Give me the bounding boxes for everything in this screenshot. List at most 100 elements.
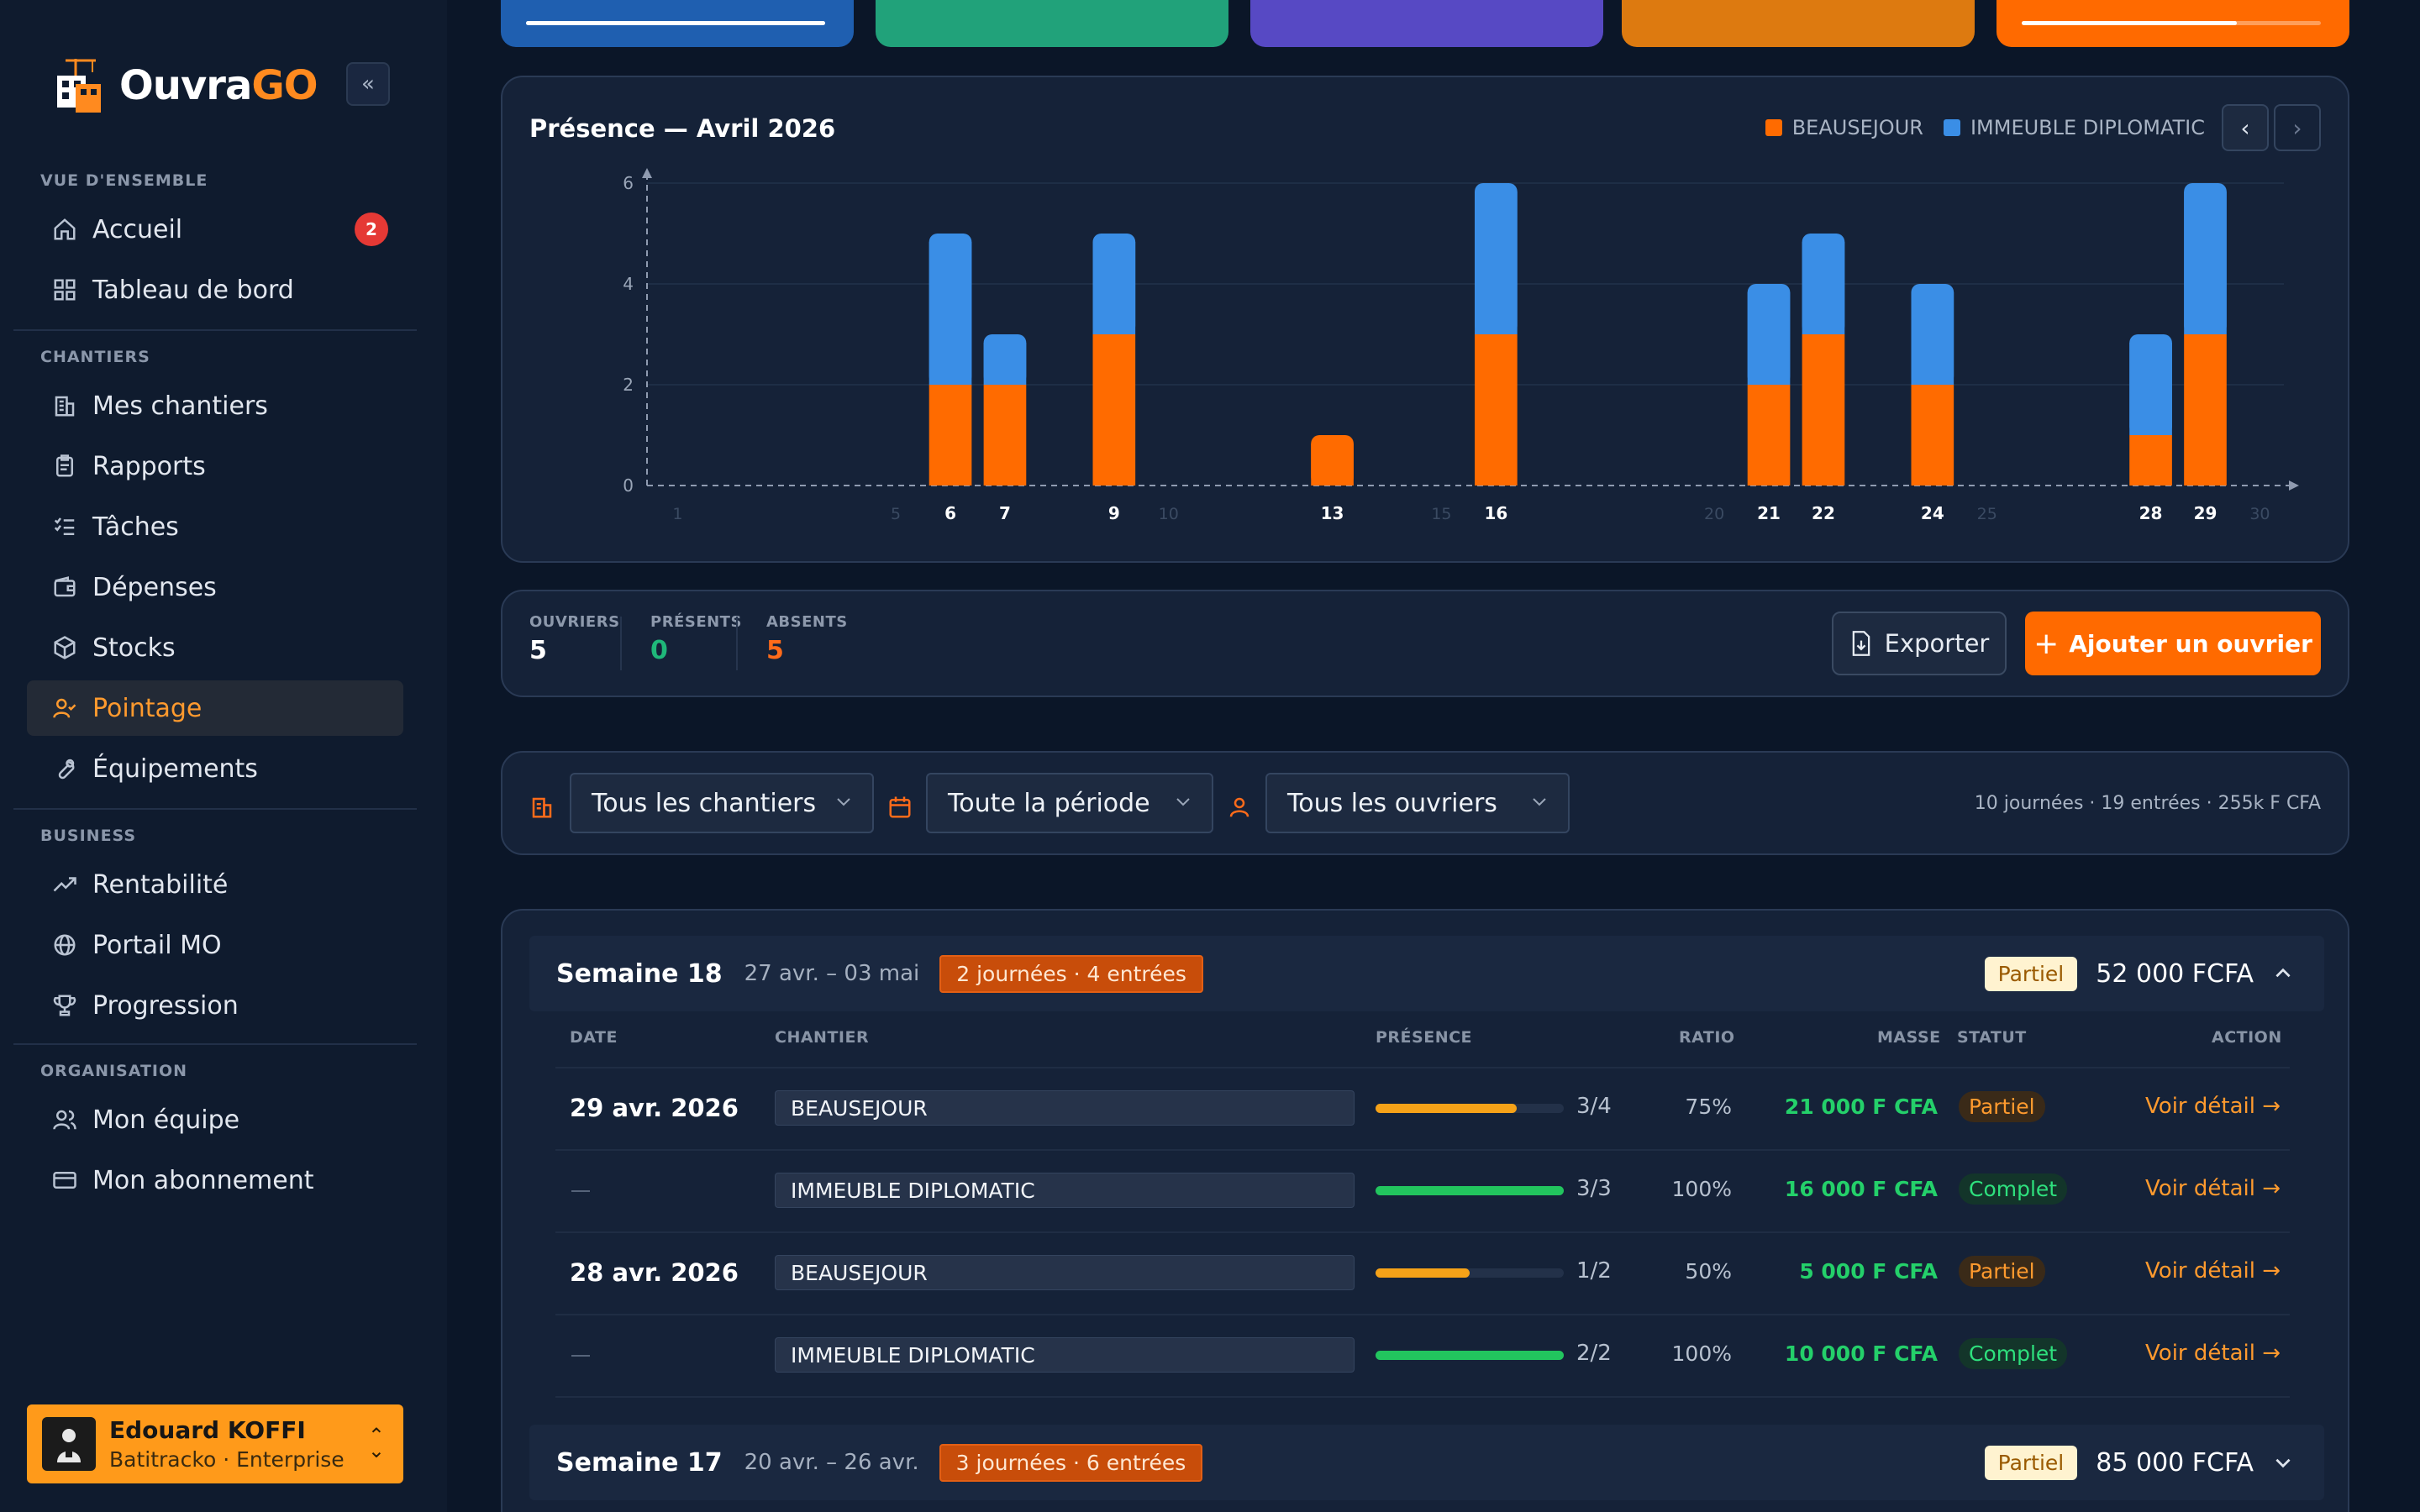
kpi-card[interactable] xyxy=(501,0,854,47)
sidebar-item-mes-chantiers[interactable]: Mes chantiers xyxy=(27,378,403,433)
x-tick-label: 21 xyxy=(1757,503,1781,523)
cell-chantier: BEAUSEJOUR xyxy=(775,1255,1355,1290)
view-detail-link[interactable]: Voir détail → xyxy=(2145,1094,2281,1119)
home-icon xyxy=(52,217,77,242)
clipboard-icon xyxy=(52,454,77,479)
cell-presence-fraction: 2/2 xyxy=(1576,1341,1612,1366)
avatar xyxy=(42,1417,96,1471)
sidebar-divider xyxy=(13,329,417,331)
week-title: Semaine 17 xyxy=(556,1447,723,1478)
y-tick-label: 6 xyxy=(623,173,634,193)
x-tick-label: 6 xyxy=(944,503,956,523)
sidebar-item-pointage[interactable]: Pointage xyxy=(27,680,403,736)
cell-ratio: 50% xyxy=(1685,1259,1732,1284)
sidebar-item-depenses[interactable]: Dépenses xyxy=(27,559,403,615)
sidebar-item-label: Pointage xyxy=(92,693,203,723)
nav-section-business: BUSINESS Rentabilité Portail MO Progress… xyxy=(13,827,417,1038)
nav-section-title: VUE D'ENSEMBLE xyxy=(40,171,208,190)
bar-segment xyxy=(1802,334,1845,486)
sidebar-item-equipements[interactable]: Équipements xyxy=(27,741,403,796)
presence-bar xyxy=(1376,1268,1564,1278)
sidebar-item-portail-mo[interactable]: Portail MO xyxy=(27,917,403,973)
chevron-down-icon xyxy=(1533,798,1546,806)
y-tick-label: 4 xyxy=(623,274,634,294)
kpi-card[interactable] xyxy=(1250,0,1603,47)
x-tick-label: 15 xyxy=(1431,505,1451,523)
cell-presence-fraction: 1/2 xyxy=(1576,1258,1612,1284)
week-status-badge: Partiel xyxy=(1984,1445,2078,1480)
plus-icon: + xyxy=(2033,626,2060,661)
nav-section-title: BUSINESS xyxy=(40,827,137,845)
legend-label: IMMEUBLE DIPLOMATIC xyxy=(1970,116,2205,139)
export-button[interactable]: Exporter xyxy=(1832,612,2007,675)
sidebar-item-mon-abonnement[interactable]: Mon abonnement xyxy=(27,1152,403,1208)
chart-prev-month-button[interactable]: ‹ xyxy=(2222,104,2269,151)
filter-summary: 10 journées · 19 entrées · 255k F CFA xyxy=(1974,793,2321,814)
view-detail-link[interactable]: Voir détail → xyxy=(2145,1341,2281,1366)
app-logo[interactable]: OuvraGO xyxy=(50,54,318,118)
week-header-right: Partiel 52 000 FCFA xyxy=(1984,956,2294,991)
sidebar: OuvraGO « VUE D'ENSEMBLE Accueil 2 Table… xyxy=(0,0,447,1512)
stat-value: 0 xyxy=(650,636,668,665)
stat-value: 5 xyxy=(766,636,784,665)
row-divider xyxy=(555,1396,2290,1398)
chevron-right-icon: › xyxy=(2292,113,2302,142)
nav-section-overview: VUE D'ENSEMBLE Accueil 2 Tableau de bord xyxy=(13,171,417,323)
dashboard-icon xyxy=(52,277,77,302)
stat-presents: PRÉSENTS 0 xyxy=(650,613,742,665)
legend-label: BEAUSEJOUR xyxy=(1791,116,1923,139)
week-title: Semaine 18 xyxy=(556,958,723,989)
add-worker-button[interactable]: + Ajouter un ouvrier xyxy=(2025,612,2321,675)
presence-bar-fill xyxy=(1376,1104,1517,1113)
user-account-switcher[interactable]: Edouard KOFFI Batitracko · Enterprise ⌃ ⌄ xyxy=(27,1404,403,1483)
cell-presence-fraction: 3/4 xyxy=(1576,1094,1612,1119)
sidebar-item-progression[interactable]: Progression xyxy=(27,978,403,1033)
week-header-17[interactable]: Semaine 17 20 avr. – 26 avr. 3 journées … xyxy=(529,1425,2324,1500)
sidebar-item-rapports[interactable]: Rapports xyxy=(27,438,403,494)
sidebar-item-mon-equipe[interactable]: Mon équipe xyxy=(27,1092,403,1147)
column-header-statut: STATUT xyxy=(1957,1028,2027,1047)
checklist-icon xyxy=(52,514,77,539)
sidebar-item-accueil[interactable]: Accueil 2 xyxy=(27,202,403,257)
logo-building-icon xyxy=(50,54,109,118)
period-filter-select[interactable]: Toute la période xyxy=(926,773,1213,833)
kpi-card[interactable] xyxy=(876,0,1228,47)
attendance-table-card: Semaine 18 27 avr. – 03 mai 2 journées ·… xyxy=(501,909,2349,1512)
x-tick-label: 13 xyxy=(1321,503,1344,523)
bar-segment-fill xyxy=(2129,343,2172,435)
week-header-18[interactable]: Semaine 18 27 avr. – 03 mai 2 journées ·… xyxy=(529,936,2324,1011)
nav-section-title: ORGANISATION xyxy=(40,1062,188,1080)
chevron-up-icon[interactable] xyxy=(2272,963,2294,984)
bar-segment-fill xyxy=(929,242,972,385)
x-tick-label: 5 xyxy=(891,505,901,523)
sidebar-item-stocks[interactable]: Stocks xyxy=(27,620,403,675)
y-axis-arrow xyxy=(642,168,652,178)
view-detail-link[interactable]: Voir détail → xyxy=(2145,1176,2281,1201)
sidebar-item-label: Mes chantiers xyxy=(92,391,268,421)
chart-next-month-button[interactable]: › xyxy=(2274,104,2321,151)
sidebar-divider xyxy=(13,1043,417,1045)
cell-ratio: 75% xyxy=(1685,1095,1732,1119)
bar-segment-fill xyxy=(1747,292,1791,385)
chevron-down-icon[interactable] xyxy=(2272,1452,2294,1473)
sidebar-item-tableau-de-bord[interactable]: Tableau de bord xyxy=(27,262,403,318)
cell-chantier: IMMEUBLE DIPLOMATIC xyxy=(775,1173,1355,1208)
bar-segment xyxy=(929,385,972,486)
stat-label: OUVRIERS xyxy=(529,613,620,631)
chantier-filter-select[interactable]: Tous les chantiers xyxy=(570,773,874,833)
cell-chantier: BEAUSEJOUR xyxy=(775,1090,1355,1126)
legend-swatch xyxy=(1943,119,1960,136)
view-detail-link[interactable]: Voir détail → xyxy=(2145,1258,2281,1284)
sidebar-item-taches[interactable]: Tâches xyxy=(27,499,403,554)
column-header-action: ACTION xyxy=(2212,1028,2282,1047)
bar-segment xyxy=(1747,385,1791,486)
sidebar-item-rentabilite[interactable]: Rentabilité xyxy=(27,857,403,912)
presence-bar xyxy=(1376,1186,1564,1195)
kpi-card[interactable] xyxy=(1622,0,1975,47)
row-divider xyxy=(555,1231,2290,1233)
nav-section-organisation: ORGANISATION Mon équipe Mon abonnement xyxy=(13,1062,417,1213)
kpi-card[interactable] xyxy=(1996,0,2349,47)
collapse-sidebar-button[interactable]: « xyxy=(346,62,390,106)
worker-filter-select[interactable]: Tous les ouvriers xyxy=(1265,773,1570,833)
